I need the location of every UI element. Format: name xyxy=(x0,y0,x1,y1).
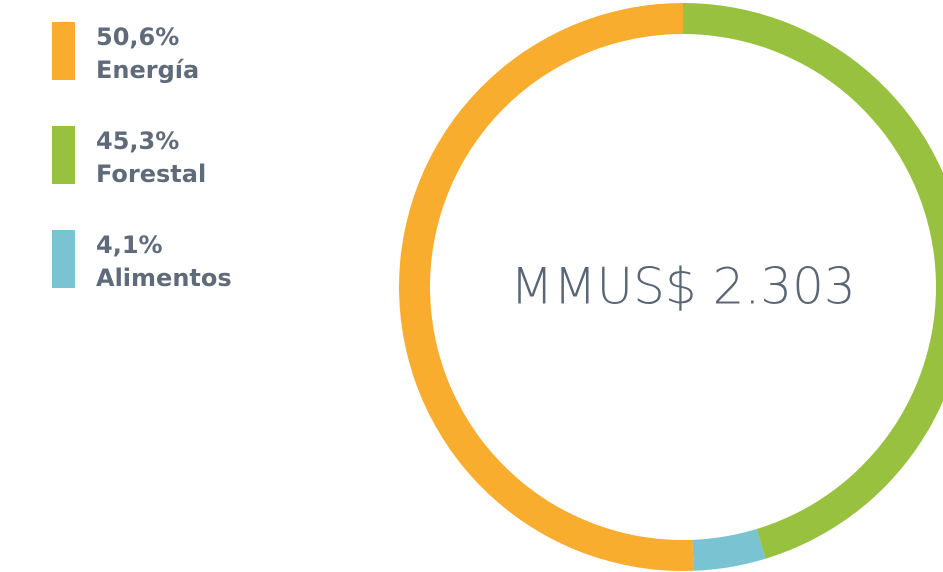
legend-swatch xyxy=(52,126,75,184)
legend-value: 45,3% xyxy=(96,127,179,155)
legend-label: Alimentos xyxy=(96,264,232,292)
center-label: MMUS$ 2.303 xyxy=(510,258,855,316)
legend-swatch xyxy=(52,22,75,80)
donut-slice xyxy=(692,529,766,571)
donut-slice xyxy=(399,3,694,571)
legend-swatch xyxy=(52,230,75,288)
legend-value: 50,6% xyxy=(96,23,179,51)
legend-label: Forestal xyxy=(96,160,206,188)
legend-label: Energía xyxy=(96,56,199,84)
legend-value: 4,1% xyxy=(96,231,163,259)
